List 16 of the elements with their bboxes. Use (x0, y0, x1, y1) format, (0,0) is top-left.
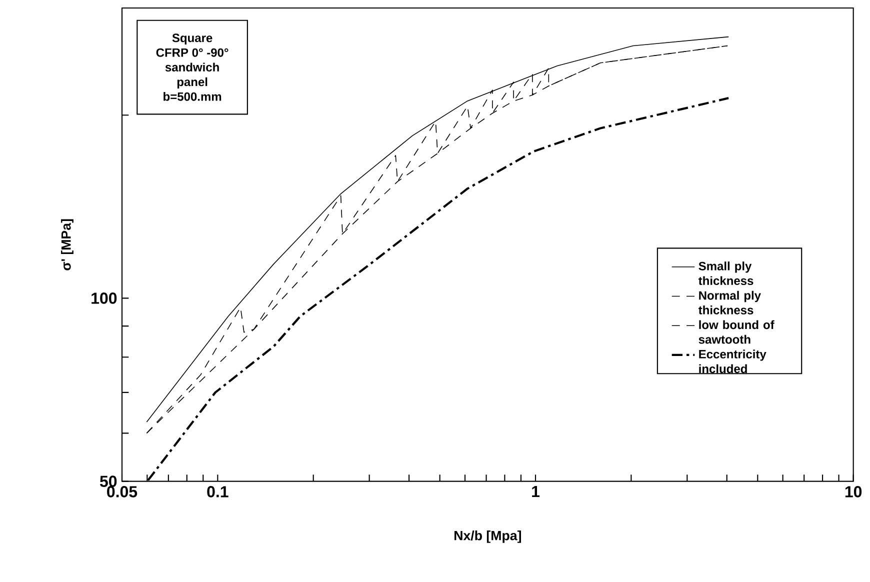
annotation: b=500.mm (164, 92, 222, 101)
legend-label: Small ply thickness (698, 262, 754, 286)
x-axis-title: Nx/b [Mpa] (454, 530, 521, 543)
annotation: panel (177, 77, 208, 89)
annotation: Square (172, 34, 212, 45)
legend-label: low bound of sawtooth (698, 320, 774, 344)
annotation: sandwich (165, 62, 219, 72)
y-tick-label: 50 (100, 476, 117, 487)
y-tick-label: 100 (92, 292, 117, 304)
legend-label: Eccentricity included (699, 350, 766, 374)
x-tick-label: 0.05 (107, 486, 138, 498)
x-tick-label: 1 (532, 486, 540, 498)
y-axis-title: σ' [MPa] (61, 219, 74, 270)
x-tick-label: 0.1 (207, 486, 228, 498)
annotation: CFRP 0° -90° (156, 48, 228, 57)
x-tick-label: 10 (845, 486, 862, 498)
